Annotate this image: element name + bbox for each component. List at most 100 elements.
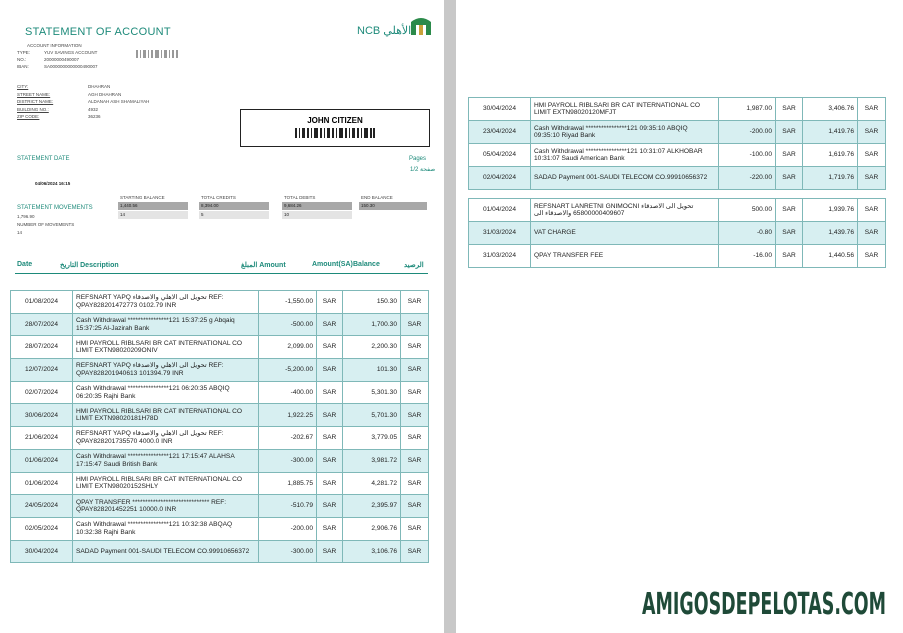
cell-balance: 2,200.30 (342, 335, 401, 360)
transaction-row: 24/05/2024 QPAY TRANSFER ****************… (10, 494, 429, 518)
summary-value: 8,394.00 (199, 202, 269, 210)
transaction-row: 30/04/2024 HMI PAYROLL RIBLSARI BR CAT IN… (468, 97, 886, 121)
transaction-row: 01/04/2024 REFSNART LANRETNI GNIMOCNI تحو… (468, 198, 886, 222)
cell-currency: SAR (400, 539, 429, 564)
cell-currency: SAR (316, 426, 343, 450)
cell-balance: 2,395.97 (342, 494, 401, 518)
movements-label: STATEMENT MOVEMENTS (17, 205, 93, 211)
cell-balance: 3,981.72 (342, 448, 401, 473)
field-value: AGH DHAHRAN (88, 91, 122, 97)
transaction-row: 23/04/2024 Cash Withdrawal **************… (468, 120, 886, 144)
summary-label: TOTAL CREDITS (201, 195, 236, 200)
right-page (456, 0, 903, 633)
transaction-row: 01/06/2024 HMI PAYROLL RIBLSARI BR CAT IN… (10, 471, 429, 496)
summary-value: 9,684.26 (282, 202, 352, 210)
cell-amount: -510.79 (258, 494, 317, 518)
field-value: 4932 (88, 106, 99, 112)
cell-description: REFSNART LANRETNI GNIMOCNI تحويل الى الا… (530, 198, 719, 222)
cell-currency: SAR (400, 448, 429, 473)
cell-currency: SAR (775, 143, 803, 167)
cell-currency: SAR (400, 335, 429, 360)
transactions-table: 01/04/2024 REFSNART LANRETNI GNIMOCNI تحو… (468, 198, 886, 268)
cell-currency: SAR (400, 516, 429, 541)
cell-date: 24/05/2024 (10, 494, 73, 518)
watermark: AMIGOSDEPELOTAS.COM (642, 587, 886, 620)
transaction-row: 28/07/2024 HMI PAYROLL RIBLSARI BR CAT IN… (10, 335, 429, 360)
header-amount-ar: المبلغ Amount (241, 262, 286, 269)
cell-description: Cash Withdrawal ****************121 15:3… (72, 312, 259, 337)
number-value: 14 (17, 230, 23, 235)
cell-amount: -220.00 (718, 166, 776, 190)
cell-currency: SAR (316, 403, 343, 428)
cell-amount: -16.00 (718, 244, 776, 268)
cell-date: 28/07/2024 (10, 312, 73, 337)
transaction-row: 01/08/2024 REFSNART YAPQ تحويل الى الاهلي… (10, 290, 429, 314)
header-rule (15, 273, 428, 274)
summary-label: END BALANCE (361, 195, 393, 200)
cell-date: 30/06/2024 (10, 403, 73, 428)
cell-currency: SAR (857, 120, 886, 144)
watermark-text: AMIGOSDEPELOTAS.COM (642, 587, 886, 620)
cell-description: HMI PAYROLL RIBLSARI BR CAT INTERNATIONA… (530, 97, 719, 121)
cell-date: 12/07/2024 (10, 358, 73, 382)
cell-balance: 5,301.30 (342, 380, 401, 405)
cell-currency: SAR (857, 198, 886, 222)
cell-date: 30/04/2024 (468, 97, 531, 121)
barcode (295, 128, 375, 138)
cell-currency: SAR (316, 494, 343, 518)
field-label: ZIP CODE: (17, 114, 40, 119)
cell-amount: 1,987.00 (718, 97, 776, 121)
cell-date: 31/03/2024 (468, 244, 531, 268)
transaction-row: 31/03/2024 QPAY TRANSFER FEE -16.00 SAR 1,44… (468, 244, 886, 268)
cell-balance: 3,106.76 (342, 539, 401, 564)
pages-value: صفحة 1/2 (410, 166, 435, 173)
cell-amount: -200.00 (258, 516, 317, 541)
cell-balance: 150.30 (342, 290, 401, 314)
cell-currency: SAR (316, 380, 343, 405)
cell-description: REFSNART YAPQ تحويل الى الاهلي والاصدقاء… (72, 290, 259, 314)
cell-description: HMI PAYROLL RIBLSARI BR CAT INTERNATIONA… (72, 403, 259, 428)
cell-description: QPAY TRANSFER **************************… (72, 494, 259, 518)
transaction-row: 30/04/2024 SADAD Payment 001-SAUDI TELECO… (10, 539, 429, 564)
cell-currency: SAR (316, 358, 343, 382)
cell-balance: 1,619.76 (802, 143, 858, 167)
cell-amount: -1,550.00 (258, 290, 317, 314)
bank-logo (411, 18, 431, 35)
cell-currency: SAR (400, 403, 429, 428)
cell-currency: SAR (400, 471, 429, 496)
header-balance-ar: الرصيد (404, 262, 424, 269)
cell-date: 02/05/2024 (10, 516, 73, 541)
bank-name: NCB الأهلي (357, 24, 411, 37)
cell-currency: SAR (775, 244, 803, 268)
cell-currency: SAR (400, 380, 429, 405)
customer-box: JOHN CITIZEN (240, 109, 430, 147)
cell-currency: SAR (400, 312, 429, 337)
cell-description: VAT CHARGE (530, 221, 719, 245)
cell-currency: SAR (316, 539, 343, 564)
bank-name-en: NCB (357, 25, 381, 37)
field-label: DISTRICT NAME: (17, 99, 54, 104)
transaction-row: 28/07/2024 Cash Withdrawal **************… (10, 312, 429, 337)
cell-date: 02/07/2024 (10, 380, 73, 405)
cell-currency: SAR (857, 166, 886, 190)
cell-currency: SAR (316, 471, 343, 496)
field-value: ALDANAH ASH SHAMALIYAH (88, 99, 150, 104)
bank-name-ar: الأهلي (383, 25, 412, 37)
cell-balance: 4,281.72 (342, 471, 401, 496)
cell-date: 23/04/2024 (468, 120, 531, 144)
barcode-small (136, 50, 178, 58)
cell-date: 01/08/2024 (10, 290, 73, 314)
cell-date: 01/06/2024 (10, 448, 73, 473)
cell-currency: SAR (400, 358, 429, 382)
field-label: NO.: (17, 57, 27, 62)
summary-count: 5 (199, 211, 269, 219)
cell-currency: SAR (400, 426, 429, 450)
field-label: CITY: (17, 84, 29, 89)
cell-currency: SAR (857, 97, 886, 121)
transaction-row: 01/06/2024 Cash Withdrawal **************… (10, 448, 429, 473)
transaction-row: 30/06/2024 HMI PAYROLL RIBLSARI BR CAT IN… (10, 403, 429, 428)
cell-date: 01/06/2024 (10, 471, 73, 496)
statement-title: STATEMENT OF ACCOUNT (25, 26, 171, 38)
transactions-table: 01/08/2024 REFSNART YAPQ تحويل الى الاهلي… (10, 290, 429, 564)
